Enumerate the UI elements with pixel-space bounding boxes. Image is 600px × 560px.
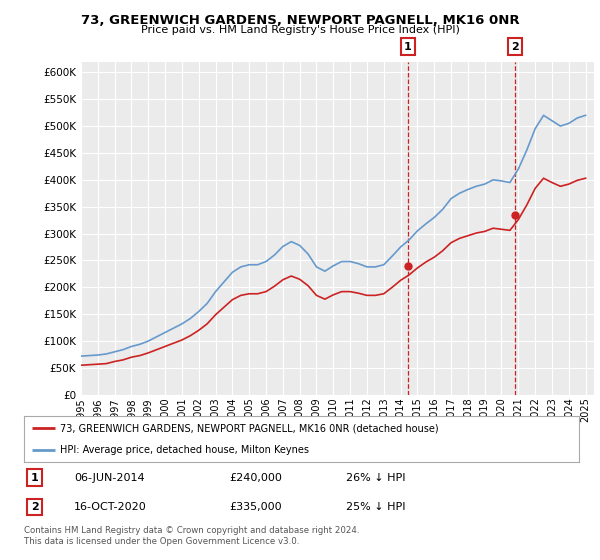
Text: 2: 2: [511, 41, 518, 52]
Text: 2: 2: [31, 502, 38, 512]
Text: 1: 1: [404, 41, 412, 52]
Text: 16-OCT-2020: 16-OCT-2020: [74, 502, 146, 512]
Text: 25% ↓ HPI: 25% ↓ HPI: [346, 502, 406, 512]
Text: 06-JUN-2014: 06-JUN-2014: [74, 473, 145, 483]
Text: £335,000: £335,000: [229, 502, 282, 512]
Text: 26% ↓ HPI: 26% ↓ HPI: [346, 473, 406, 483]
Text: 1: 1: [31, 473, 38, 483]
Text: Price paid vs. HM Land Registry's House Price Index (HPI): Price paid vs. HM Land Registry's House …: [140, 25, 460, 35]
Text: 73, GREENWICH GARDENS, NEWPORT PAGNELL, MK16 0NR: 73, GREENWICH GARDENS, NEWPORT PAGNELL, …: [80, 14, 520, 27]
Text: £240,000: £240,000: [229, 473, 282, 483]
Text: HPI: Average price, detached house, Milton Keynes: HPI: Average price, detached house, Milt…: [60, 445, 309, 455]
Text: Contains HM Land Registry data © Crown copyright and database right 2024.
This d: Contains HM Land Registry data © Crown c…: [24, 526, 359, 546]
Text: 73, GREENWICH GARDENS, NEWPORT PAGNELL, MK16 0NR (detached house): 73, GREENWICH GARDENS, NEWPORT PAGNELL, …: [60, 423, 439, 433]
